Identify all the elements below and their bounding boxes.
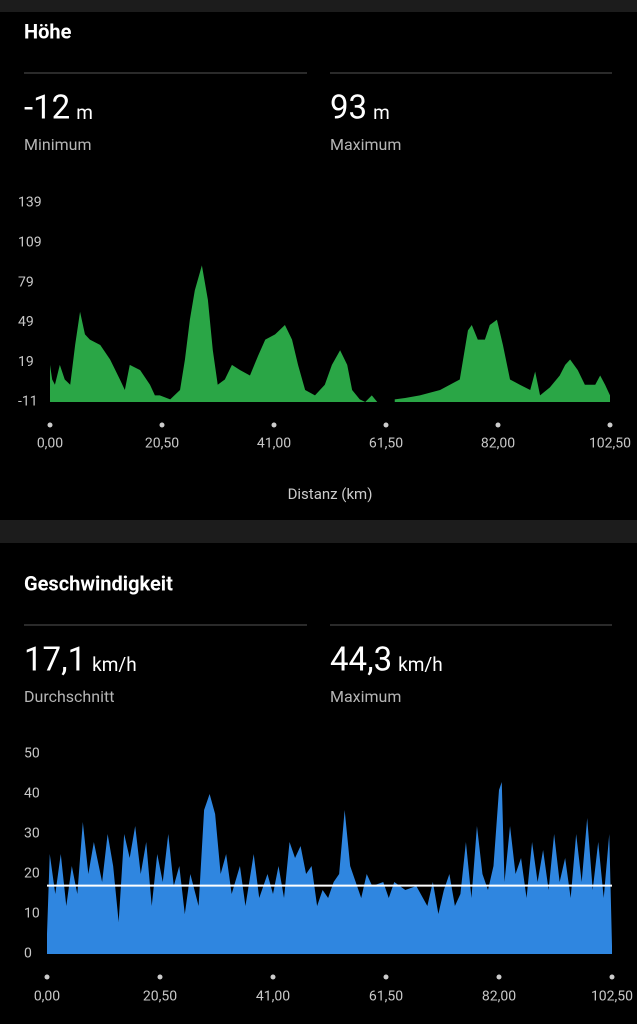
y-tick-label: 30 — [24, 826, 40, 842]
stat-label: Durchschnitt — [24, 687, 114, 706]
section-title: Geschwindigkeit — [24, 571, 173, 595]
stat-value: 93 — [330, 89, 367, 128]
x-tick-label: 61,50 — [369, 989, 403, 1005]
x-tick-dot — [383, 974, 389, 980]
y-tick-label: 79 — [18, 274, 34, 290]
y-tick-label: 139 — [18, 195, 42, 211]
top-bar — [0, 0, 637, 12]
x-tick-label: 20,50 — [145, 436, 179, 452]
y-tick-label: 0 — [24, 946, 32, 962]
x-tick-label: 61,50 — [369, 436, 403, 452]
stat-value: 17,1 — [24, 641, 86, 680]
x-tick-dot — [270, 974, 276, 980]
x-tick-label: 82,00 — [482, 989, 516, 1005]
x-tick-dot — [44, 974, 50, 980]
x-tick-dot — [157, 974, 163, 980]
x-tick-label: 41,00 — [256, 989, 290, 1005]
x-tick-label: 102,50 — [589, 436, 631, 452]
y-tick-label: 50 — [24, 746, 40, 762]
x-tick-dot — [496, 974, 502, 980]
y-tick-label: 19 — [18, 354, 34, 370]
y-tick-label: 109 — [18, 235, 42, 251]
x-tick-dot — [159, 422, 165, 428]
stat-value: -12 — [24, 89, 70, 128]
stat-unit: m — [373, 101, 390, 124]
x-tick-dot — [495, 422, 501, 428]
x-tick-label: 41,00 — [257, 436, 291, 452]
separator — [0, 520, 637, 543]
stat-unit: km/h — [92, 653, 137, 676]
y-tick-label: 20 — [24, 866, 40, 882]
x-tick-label: 0,00 — [37, 436, 63, 452]
y-tick-label: 10 — [24, 906, 40, 922]
y-tick-label: -11 — [18, 394, 38, 410]
stat-value: 44,3 — [330, 641, 392, 680]
section-title: Höhe — [24, 19, 72, 43]
x-axis-label: Distanz (km) — [288, 485, 373, 503]
x-tick-dot — [607, 422, 613, 428]
stat-unit: m — [76, 101, 93, 124]
area — [394, 319, 610, 402]
x-tick-label: 20,50 — [143, 989, 177, 1005]
area — [50, 265, 378, 402]
x-tick-dot — [609, 974, 615, 980]
x-tick-dot — [271, 422, 277, 428]
x-tick-dot — [47, 422, 53, 428]
y-tick-label: 40 — [24, 786, 40, 802]
x-tick-label: 102,50 — [591, 989, 633, 1005]
x-tick-label: 0,00 — [34, 989, 60, 1005]
area — [47, 782, 612, 954]
stat-unit: km/h — [398, 653, 443, 676]
stat-label: Minimum — [24, 135, 91, 154]
y-tick-label: 49 — [18, 314, 34, 330]
x-tick-dot — [383, 422, 389, 428]
stat-label: Maximum — [330, 687, 401, 706]
stat-label: Maximum — [330, 135, 401, 154]
x-tick-label: 82,00 — [481, 436, 515, 452]
